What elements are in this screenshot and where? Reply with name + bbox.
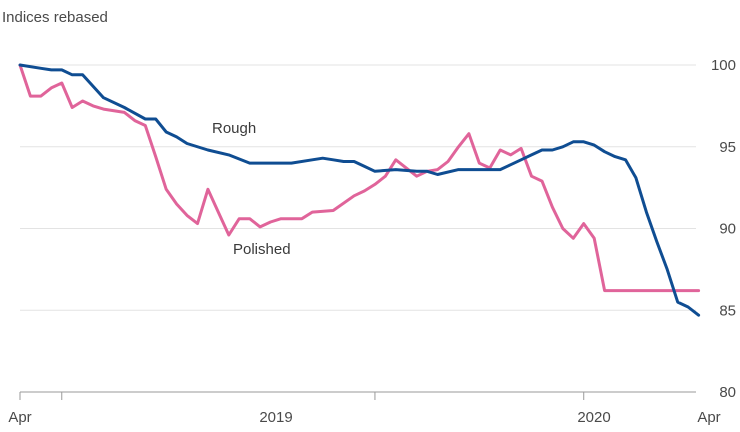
x-tick-label: 2020 xyxy=(577,409,610,426)
y-tick-label: 80 xyxy=(719,384,736,401)
y-tick-label: 85 xyxy=(719,302,736,319)
series-line-polished xyxy=(18,63,701,293)
series-annotations: Rough Polished xyxy=(212,120,291,258)
x-tick-label: 2019 xyxy=(259,409,292,426)
x-axis: Apr 2019 2020 Apr xyxy=(8,392,721,426)
series-label-polished: Polished xyxy=(233,241,291,258)
series-label-rough: Rough xyxy=(212,120,256,137)
y-tick-labels: 80 85 90 95 100 xyxy=(711,57,736,401)
y-tick-label: 90 xyxy=(719,221,736,238)
series-lines xyxy=(18,63,701,317)
y-axis-label: Indices rebased xyxy=(2,9,108,26)
x-tick-label: Apr xyxy=(8,409,31,426)
y-tick-label: 100 xyxy=(711,57,736,74)
x-tick-label: Apr xyxy=(697,409,720,426)
y-tick-label: 95 xyxy=(719,139,736,156)
gridlines xyxy=(20,64,696,393)
series-line-rough xyxy=(18,63,701,317)
